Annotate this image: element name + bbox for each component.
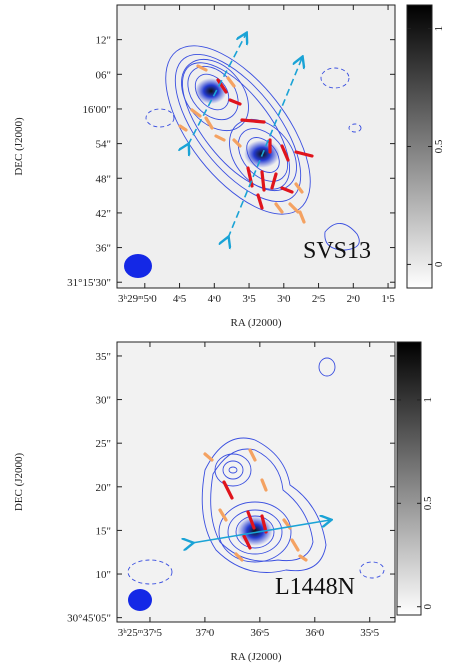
- y-tick-label: 54": [96, 139, 112, 151]
- outflow-arrow: [188, 34, 246, 145]
- y-tick-label: 30°45'05": [67, 613, 111, 625]
- source-label: L1448N: [275, 574, 355, 600]
- map-background: [117, 342, 395, 622]
- x-tick-label: 3ʰ29ᵐ5ˢ0: [118, 293, 157, 305]
- colorbar: [396, 341, 422, 616]
- x-axis-label: RA (J2000): [230, 317, 281, 329]
- beam: [128, 589, 152, 611]
- x-tick-label: 2ˢ5: [312, 293, 326, 305]
- x-tick-label: 4ˢ0: [208, 293, 222, 305]
- colorbar-tick-label: 0.5: [433, 139, 445, 153]
- outflow-arrow: [192, 520, 330, 543]
- beam: [124, 254, 152, 278]
- y-tick-label: 35": [96, 351, 112, 363]
- x-tick-label: 4ˢ5: [173, 293, 187, 305]
- x-tick-label: 1ˢ5: [381, 293, 395, 305]
- y-axis-label: DEC (J2000): [13, 452, 25, 511]
- x-tick-label: 2ˢ0: [347, 293, 361, 305]
- colorbar-tick-label: 1: [433, 26, 445, 32]
- y-tick-label: 25": [96, 438, 112, 450]
- y-tick-label: 36": [96, 243, 112, 255]
- x-tick-label: 35ˢ5: [360, 627, 379, 639]
- y-tick-label: 31°15'30": [67, 277, 111, 289]
- x-tick-label: 3ˢ5: [242, 293, 256, 305]
- y-tick-label: 06": [96, 69, 112, 81]
- y-tick-label: 16'00": [83, 104, 111, 116]
- x-tick-label: 3ʰ25ᵐ37ˢ5: [118, 627, 163, 639]
- y-tick-label: 30": [96, 395, 112, 407]
- map-image: [117, 342, 395, 622]
- y-tick-label: 20": [96, 482, 112, 494]
- x-tick-label: 37ˢ0: [195, 627, 214, 639]
- y-tick-label: 10": [96, 569, 112, 581]
- y-tick-label: 42": [96, 208, 112, 220]
- x-tick-label: 36ˢ0: [305, 627, 324, 639]
- map-frame: [116, 341, 396, 623]
- x-tick-label: 3ˢ0: [277, 293, 291, 305]
- colorbar-tick-label: 0: [433, 261, 445, 267]
- y-axis-label: DEC (J2000): [13, 117, 25, 176]
- colorbar: [406, 4, 433, 289]
- source-label: SVS13: [303, 238, 371, 264]
- colorbar-tick-label: 0: [422, 603, 434, 609]
- x-axis-label: RA (J2000): [230, 651, 281, 663]
- y-tick-label: 12": [96, 35, 112, 47]
- map-image: [117, 5, 395, 288]
- map-frame: [116, 4, 396, 289]
- y-tick-label: 48": [96, 173, 112, 185]
- y-tick-label: 15": [96, 525, 112, 537]
- colorbar-tick-label: 0.5: [422, 496, 434, 510]
- colorbar-tick-label: 1: [422, 397, 434, 403]
- x-tick-label: 36ˢ5: [250, 627, 269, 639]
